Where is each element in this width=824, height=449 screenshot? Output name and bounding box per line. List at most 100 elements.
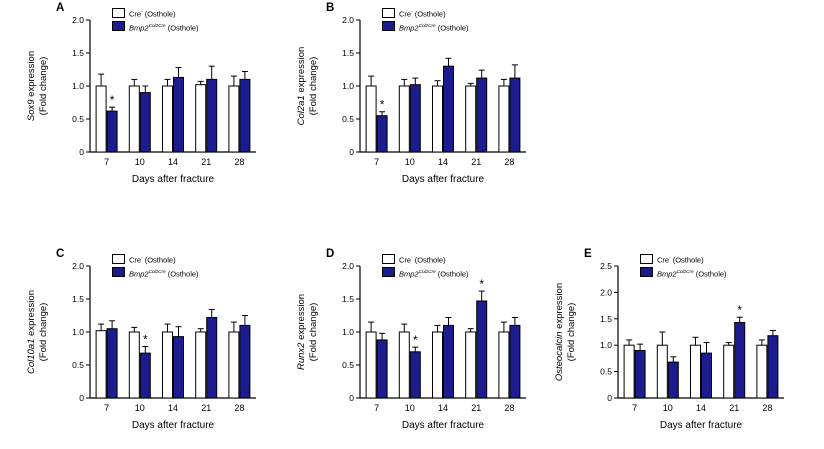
- bar-mutant: [443, 65, 454, 153]
- significance-asterisk: *: [479, 277, 484, 291]
- x-axis-label: Days after fracture: [131, 174, 215, 185]
- y-tick-label: 0: [349, 147, 354, 157]
- legend-entry: Cre- (Osthole): [382, 7, 469, 19]
- x-tick-label: 7: [104, 403, 109, 413]
- x-tick-label: 14: [438, 157, 448, 167]
- y-tick-label: 2.5: [600, 261, 612, 271]
- x-tick-label: 7: [374, 157, 379, 167]
- y-axis-label-line2: (Fold change): [38, 56, 49, 116]
- panel-letter: A: [56, 2, 65, 14]
- y-tick-label: 0: [349, 393, 354, 403]
- bar-control: [95, 330, 107, 399]
- bar-control: [498, 331, 510, 399]
- legend-entry: Bmp2Col2Cre (Osthole): [382, 267, 469, 279]
- y-tick-label: 1.5: [600, 314, 612, 324]
- legend-label: Bmp2Col2Cre (Osthole): [399, 268, 469, 279]
- y-tick-label: 2.0: [342, 261, 354, 271]
- legend-entry: Bmp2Col2Cre (Osthole): [112, 267, 199, 279]
- bar-control: [162, 85, 173, 153]
- bar-mutant: [206, 78, 218, 153]
- x-axis-label: Days after fracture: [131, 420, 215, 431]
- bar-mutant: [734, 321, 746, 399]
- panel-a: A Sox9 expression (Fold change) Cre- (Ost…: [26, 2, 288, 198]
- bar-control: [690, 344, 701, 399]
- significance-asterisk: *: [380, 98, 385, 112]
- legend-entry: Cre- (Osthole): [382, 253, 469, 265]
- panel-letter: C: [56, 248, 65, 260]
- y-tick-label: 1.0: [342, 327, 354, 337]
- bar-mutant: [376, 115, 388, 153]
- x-tick-label: 7: [374, 403, 379, 413]
- legend-label: Cre- (Osthole): [129, 255, 176, 265]
- significance-asterisk: *: [737, 303, 742, 317]
- significance-asterisk: *: [143, 333, 148, 347]
- bar-mutant: [509, 324, 521, 399]
- x-tick-label: 10: [405, 403, 415, 413]
- y-tick-label: 0: [607, 393, 612, 403]
- x-tick-label: 28: [504, 403, 514, 413]
- legend: Cre- (Osthole) Bmp2Col2Cre (Osthole): [640, 253, 727, 280]
- bar-control: [656, 344, 668, 399]
- legend-swatch-control: [382, 253, 395, 264]
- y-axis-label: Col2a1 expression (Fold change): [296, 16, 322, 156]
- x-tick-label: 10: [663, 403, 673, 413]
- bar-chart: 0 0.5 1.0 1.5 2.0 2.5 7 10 14 21 * 28: [600, 261, 784, 413]
- legend-label: Cre- (Osthole): [399, 255, 446, 265]
- legend-entry: Cre- (Osthole): [112, 7, 199, 19]
- gene-name: Runx2: [296, 342, 307, 371]
- legend-swatch-mutant: [112, 267, 125, 278]
- bar-mutant: [139, 92, 151, 153]
- gene-name: Osteocalcin: [554, 331, 565, 382]
- bar-control: [228, 331, 240, 399]
- bar-control: [498, 85, 510, 153]
- bar-control: [195, 331, 207, 399]
- legend-label: Bmp2Col2Cre (Osthole): [129, 268, 199, 279]
- bar-mutant: [206, 316, 218, 399]
- y-axis-label-line2: (Fold change): [38, 302, 49, 362]
- x-tick-label: 7: [104, 157, 109, 167]
- bar-mutant: [139, 352, 151, 399]
- x-axis-label: Days after fracture: [401, 420, 485, 431]
- panel-b: B Col2a1 expression (Fold change) Cre- (O…: [296, 2, 558, 198]
- y-axis-label: Runx2 expression (Fold change): [296, 262, 322, 402]
- y-tick-label: 0.5: [342, 114, 354, 124]
- y-tick-label: 1.5: [342, 48, 354, 58]
- legend-entry: Cre- (Osthole): [640, 253, 727, 265]
- x-axis-label: Days after fracture: [659, 420, 743, 431]
- bar-mutant: [667, 361, 679, 399]
- bar-control: [623, 344, 635, 399]
- panel-letter: B: [326, 2, 335, 14]
- bar-mutant: [376, 339, 388, 399]
- y-tick-label: 0.5: [72, 114, 84, 124]
- legend: Cre- (Osthole) Bmp2Col2Cre (Osthole): [112, 253, 199, 280]
- bar-mutant: [239, 324, 251, 399]
- y-axis-label-suffix: expression: [296, 293, 307, 343]
- bar-control: [162, 331, 173, 399]
- y-tick-label: 0.5: [600, 367, 612, 377]
- bar-control: [756, 344, 768, 399]
- x-tick-label: 28: [234, 403, 244, 413]
- y-tick-label: 2.0: [342, 15, 354, 25]
- legend-entry: Bmp2Col2Cre (Osthole): [382, 21, 469, 32]
- gene-name: Col2a1: [296, 95, 307, 126]
- bar-control: [128, 85, 140, 153]
- bar-mutant: [239, 78, 251, 153]
- legend-entry: Bmp2Col2Cre (Osthole): [112, 21, 199, 32]
- y-tick-label: 1.0: [72, 81, 84, 91]
- legend-swatch-mutant: [640, 267, 653, 278]
- y-tick-label: 0.5: [342, 360, 354, 370]
- bar-mutant: [173, 336, 184, 399]
- y-tick-label: 0: [79, 393, 84, 403]
- x-tick-label: 21: [201, 403, 211, 413]
- legend-swatch-mutant: [382, 267, 395, 278]
- bar-control: [432, 331, 443, 399]
- panel-c: C Col10a1 expression (Fold change) Cre- (…: [26, 248, 288, 444]
- bar-control: [723, 344, 735, 399]
- x-tick-label: 14: [168, 403, 178, 413]
- bar-mutant: [767, 335, 779, 399]
- y-axis-label-line2: (Fold change): [308, 56, 319, 116]
- legend-swatch-mutant: [382, 21, 395, 32]
- y-tick-label: 1.0: [600, 340, 612, 350]
- y-tick-label: 0.5: [72, 360, 84, 370]
